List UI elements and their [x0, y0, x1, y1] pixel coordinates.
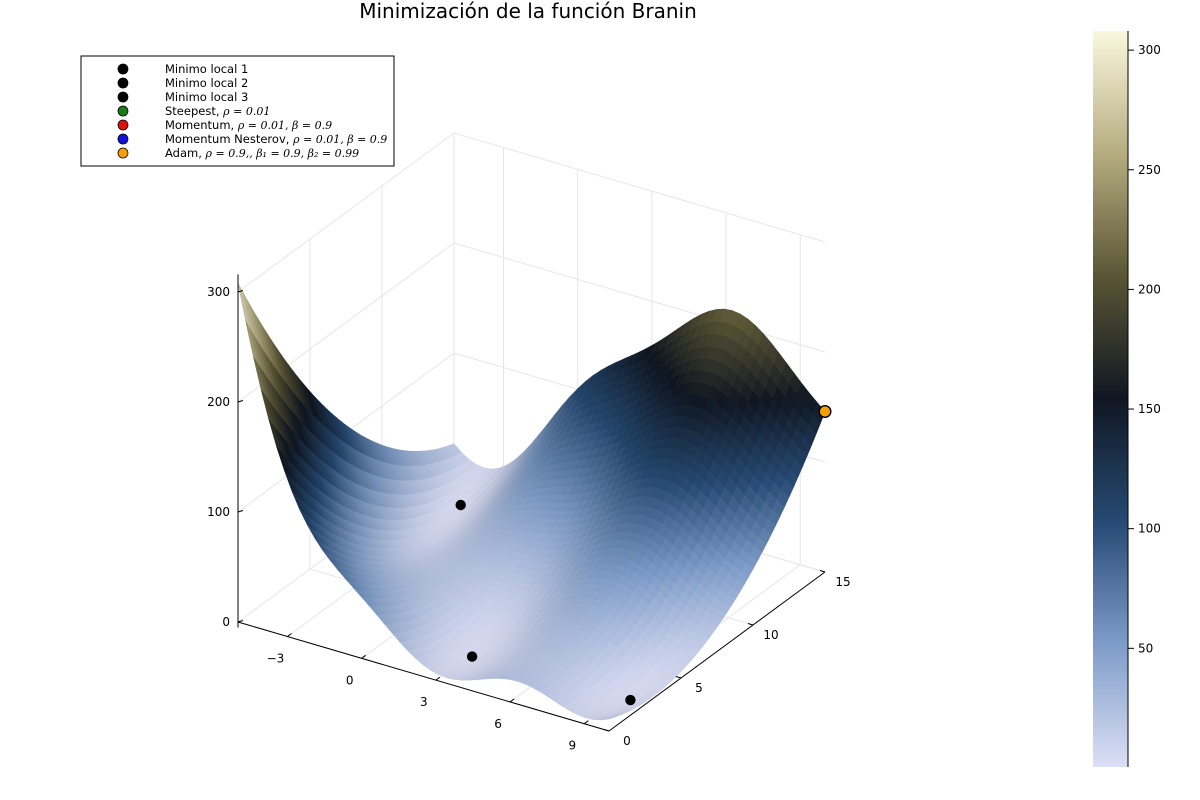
colorbar-gradient — [1093, 31, 1128, 767]
y-tick-label: 5 — [695, 681, 703, 695]
legend-marker — [117, 119, 129, 131]
y-tick-mark — [675, 676, 682, 679]
y-tick-mark — [603, 729, 610, 732]
y-tick-mark — [819, 570, 826, 573]
points-layer — [455, 405, 832, 706]
x-tick-mark — [361, 654, 366, 659]
x-tick-label: 9 — [568, 739, 576, 753]
y-tick-label: 0 — [623, 734, 631, 748]
z-tick-mark — [237, 400, 244, 403]
colorbar-tick-label: 100 — [1138, 522, 1161, 536]
legend-entry-params: ρ = 0.01 — [222, 105, 270, 118]
adam-trajectory-point — [818, 405, 832, 419]
colorbar-tick-label: 150 — [1138, 402, 1161, 416]
y-axis-line — [608, 571, 826, 732]
legend-marker — [117, 133, 129, 145]
x-tick-label: 0 — [346, 673, 354, 687]
x-tick-mark — [583, 720, 589, 725]
colorbar: 50 100 150 200 250 300 — [1093, 31, 1161, 767]
colorbar-tick-label: 50 — [1138, 641, 1153, 655]
x-tick-mark — [509, 698, 515, 703]
axes-layer: 0 100 200 300 −3 0 3 6 9 0 5 10 15 — [207, 274, 851, 753]
surface-patch — [601, 717, 614, 721]
x-tick-label: 6 — [494, 717, 502, 731]
colorbar-tick-label: 200 — [1138, 282, 1161, 296]
legend-entry-params: ρ = 0.9,, β₁ = 0.9, β₂ = 0.99 — [205, 147, 360, 160]
y-tick-label: 15 — [835, 575, 850, 589]
local-minimum-point — [455, 499, 466, 511]
legend-entry-params: ρ = 0.01, β = 0.9 — [292, 133, 387, 146]
legend-box — [80, 55, 395, 167]
legend-entry-label: Adam, ρ = 0.9,, β₁ = 0.9, β₂ = 0.99 — [165, 146, 359, 160]
z-tick-label: 200 — [207, 395, 230, 409]
x-axis-line — [237, 621, 610, 732]
x-tick-mark — [435, 676, 441, 681]
z-tick-label: 300 — [207, 285, 230, 299]
legend-marker — [117, 63, 129, 75]
legend-marker — [117, 105, 129, 117]
legend-marker — [117, 147, 129, 159]
local-minimum-point — [466, 651, 478, 662]
x-tick-mark — [287, 633, 292, 637]
legend-entry-label: Momentum, ρ = 0.01, β = 0.9 — [165, 118, 332, 132]
colorbar-tick-label: 300 — [1138, 43, 1161, 57]
chart-title: Minimización de la función Branin — [359, 0, 697, 23]
y-tick-mark — [747, 623, 754, 626]
z-tick-mark — [237, 510, 244, 513]
local-minimum-point — [625, 694, 636, 706]
z-tick-label: 0 — [222, 615, 230, 629]
legend-entry-label: Steepest, ρ = 0.01 — [165, 104, 270, 118]
legend-entry-label: Minimo local 3 — [165, 90, 248, 104]
colorbar-tick-label: 250 — [1138, 163, 1161, 177]
z-tick-label: 100 — [207, 505, 230, 519]
legend-entry-label: Minimo local 1 — [165, 62, 248, 76]
legend-entry-label: Minimo local 2 — [165, 76, 248, 90]
legend-marker — [117, 77, 129, 89]
x-tick-label: 3 — [420, 695, 428, 709]
y-tick-label: 10 — [763, 628, 778, 642]
legend-entry-params: ρ = 0.01, β = 0.9 — [237, 119, 332, 132]
surface-layer — [237, 282, 826, 721]
x-tick-label: −3 — [267, 652, 285, 666]
legend-marker — [117, 91, 129, 103]
legend-entry-label: Momentum Nesterov, ρ = 0.01, β = 0.9 — [165, 132, 387, 146]
z-tick-mark — [237, 290, 244, 293]
